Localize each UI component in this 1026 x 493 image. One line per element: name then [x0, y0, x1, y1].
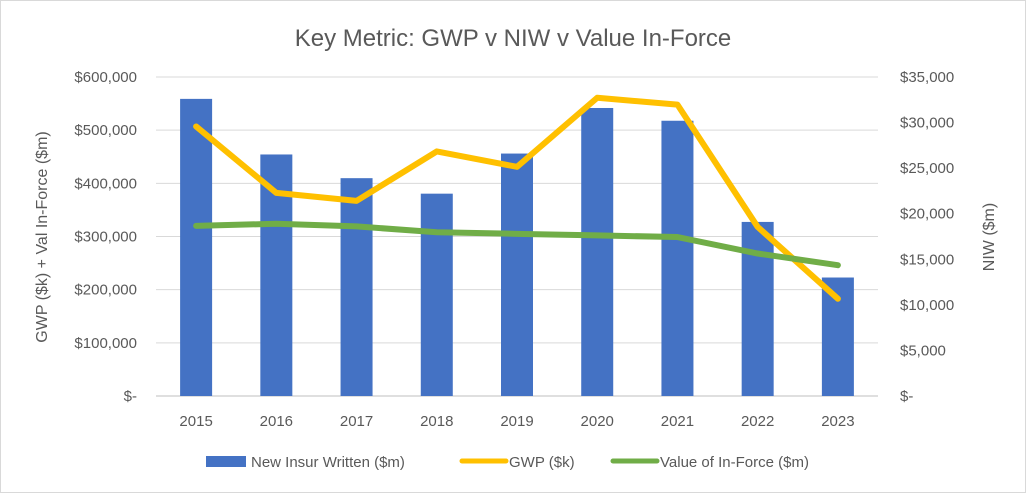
- legend-swatch-niw: [206, 456, 246, 467]
- right-tick-label: $35,000: [900, 69, 954, 86]
- left-tick-label: $400,000: [74, 175, 137, 192]
- right-tick-label: $25,000: [900, 160, 954, 177]
- x-axis-ticks: 2015 2016 2017 2018 2019 2020 2021 2022 2023: [179, 413, 854, 430]
- x-tick-label: 2021: [661, 413, 694, 430]
- left-axis-ticks: $- $100,000 $200,000 $300,000 $400,000 $500,0…: [74, 69, 137, 405]
- bar-2015: [180, 98, 213, 397]
- bar-2022: [741, 221, 774, 396]
- bar-2018: [420, 193, 453, 396]
- right-tick-label: $10,000: [900, 297, 954, 314]
- left-tick-label: $300,000: [74, 229, 137, 246]
- bar-2021: [661, 120, 694, 397]
- right-tick-label: $20,000: [900, 206, 954, 223]
- legend-label-niw: New Insur Written ($m): [251, 454, 405, 471]
- right-tick-label: $15,000: [900, 251, 954, 268]
- right-axis-ticks: $- $5,000 $10,000 $15,000 $20,000 $25,000 $30,…: [900, 69, 954, 405]
- legend-label-vif: Value of In-Force ($m): [660, 454, 809, 471]
- chart-title: Key Metric: GWP v NIW v Value In-Force: [295, 25, 732, 52]
- left-tick-label: $200,000: [74, 282, 137, 299]
- bar-2019: [501, 153, 533, 396]
- left-axis-title: GWP ($k) + Val In-Force ($m): [34, 131, 51, 342]
- x-tick-label: 2017: [340, 413, 373, 430]
- left-tick-label: $100,000: [74, 335, 137, 352]
- left-tick-label: $-: [124, 388, 137, 405]
- x-tick-label: 2019: [500, 413, 533, 430]
- right-axis-title: NIW ($m): [981, 203, 998, 271]
- right-tick-label: $-: [900, 388, 913, 405]
- line-series: [193, 94, 841, 302]
- right-tick-label: $5,000: [900, 342, 946, 359]
- bar-2020: [581, 107, 614, 396]
- x-tick-label: 2022: [741, 413, 774, 430]
- x-tick-label: 2015: [179, 413, 212, 430]
- x-tick-label: 2018: [420, 413, 453, 430]
- x-tick-label: 2020: [581, 413, 614, 430]
- left-tick-label: $500,000: [74, 122, 137, 139]
- left-tick-label: $600,000: [74, 69, 137, 86]
- x-tick-label: 2016: [260, 413, 293, 430]
- legend-label-gwp: GWP ($k): [509, 454, 575, 471]
- right-tick-label: $30,000: [900, 115, 954, 132]
- legend: New Insur Written ($m) GWP ($k) Value of…: [206, 454, 809, 471]
- x-tick-label: 2023: [821, 413, 854, 430]
- bar-series: [180, 98, 854, 397]
- bar-2017: [340, 178, 373, 396]
